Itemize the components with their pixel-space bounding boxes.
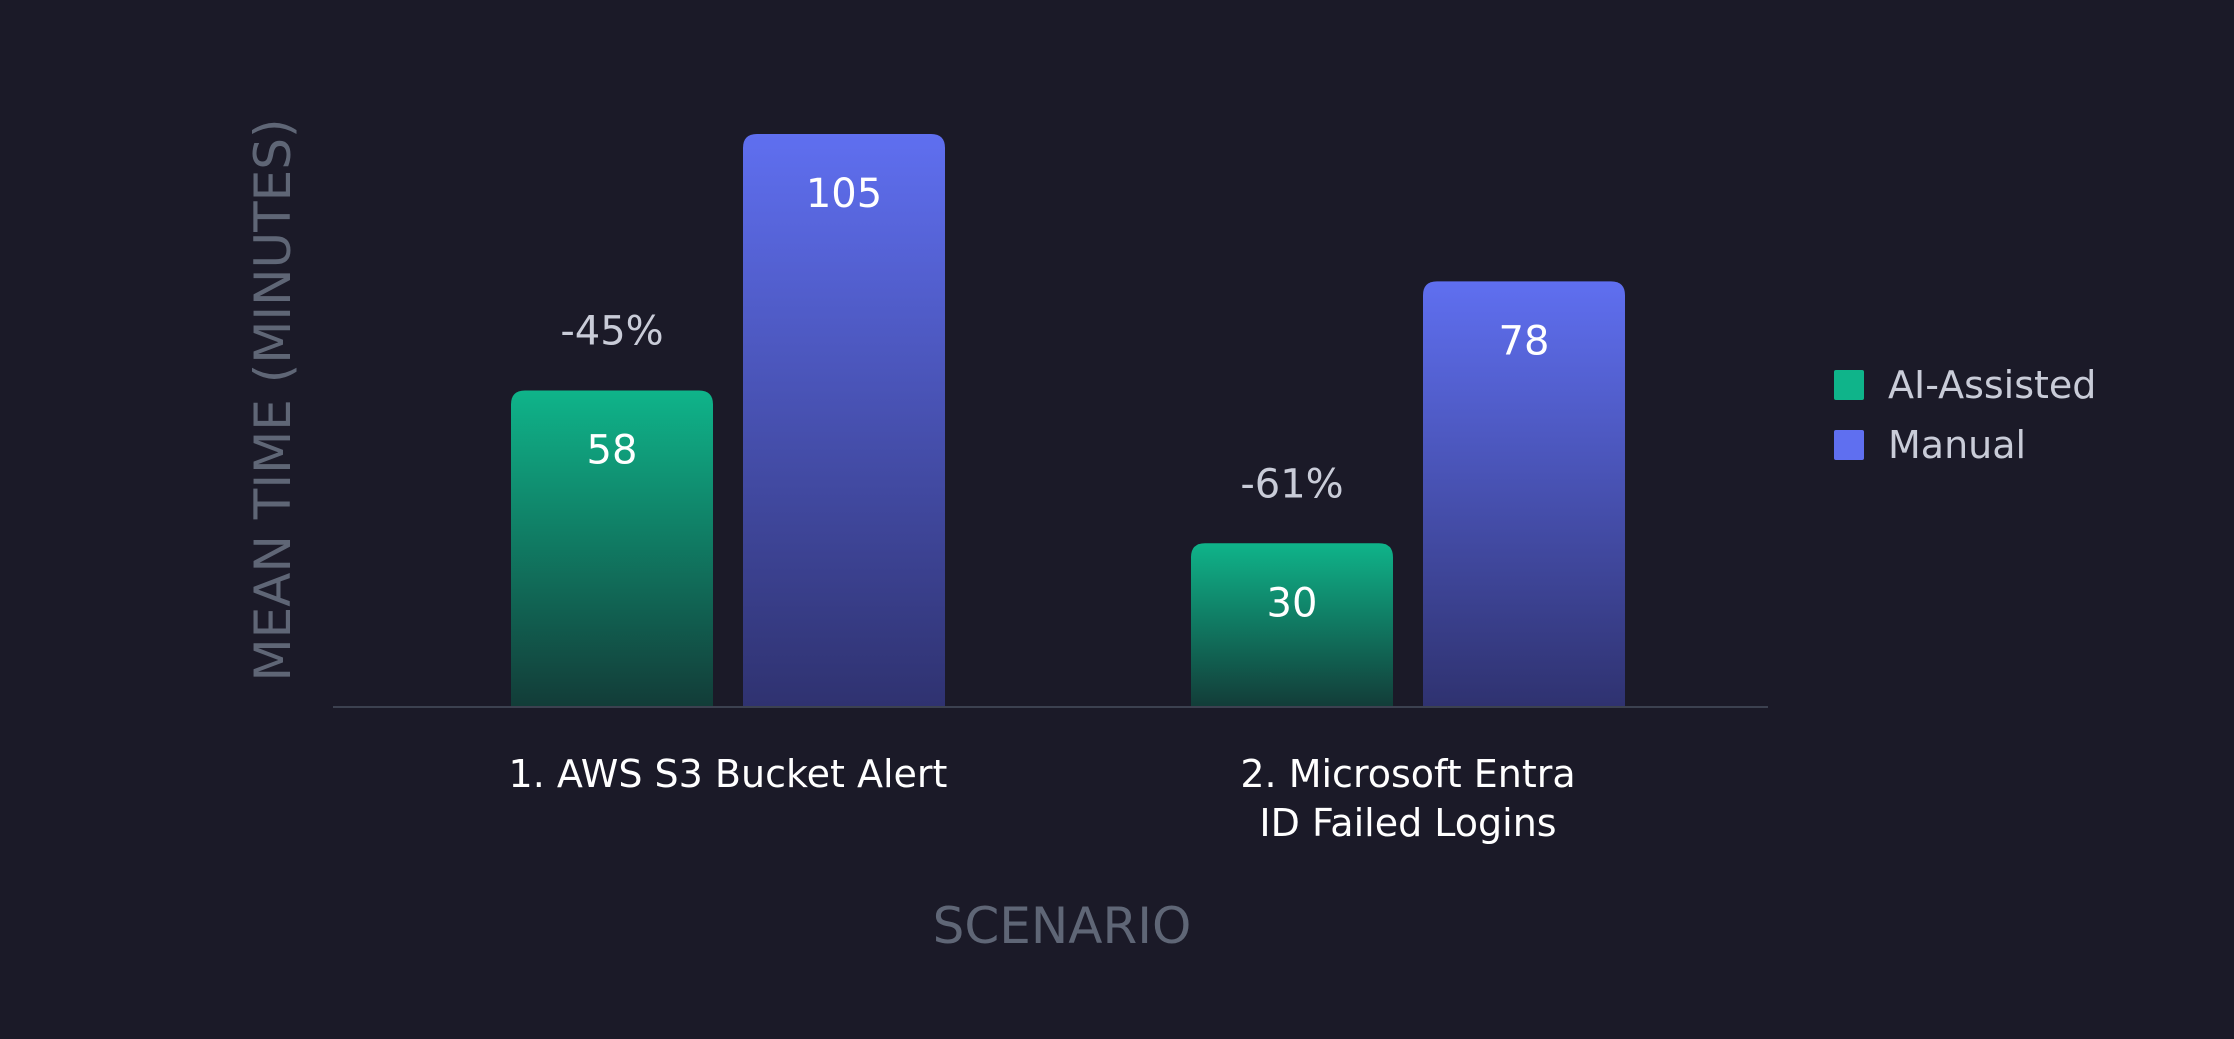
bar-manual-2 bbox=[1423, 281, 1625, 707]
annotation-reduction-1: -45% bbox=[560, 308, 663, 354]
bar-manual-1 bbox=[743, 134, 945, 707]
y-axis-label: MEAN TIME (MINUTES) bbox=[244, 119, 302, 682]
legend-label-ai-assisted: AI-Assisted bbox=[1888, 363, 2097, 407]
category-label-2: 2. Microsoft Entra ID Failed Logins bbox=[1240, 752, 1575, 845]
category-label-1: 1. AWS S3 Bucket Alert bbox=[509, 752, 948, 796]
legend-swatch-ai-assisted bbox=[1834, 370, 1864, 400]
x-axis-label: SCENARIO bbox=[933, 897, 1192, 955]
bar-ai-assisted-1 bbox=[511, 390, 713, 707]
bar-ai-assisted-2 bbox=[1191, 543, 1393, 707]
legend-item-manual: Manual bbox=[1834, 415, 2096, 475]
legend-item-ai-assisted: AI-Assisted bbox=[1834, 355, 2096, 415]
legend: AI-Assisted Manual bbox=[1834, 355, 2096, 475]
data-label-manual-1: 105 bbox=[806, 171, 882, 217]
annotation-reduction-2: -61% bbox=[1240, 461, 1343, 507]
data-label-ai-assisted-1: 58 bbox=[587, 427, 638, 473]
data-label-ai-assisted-2: 30 bbox=[1267, 580, 1318, 626]
legend-swatch-manual bbox=[1834, 430, 1864, 460]
data-label-manual-2: 78 bbox=[1499, 318, 1550, 364]
legend-label-manual: Manual bbox=[1888, 423, 2027, 467]
